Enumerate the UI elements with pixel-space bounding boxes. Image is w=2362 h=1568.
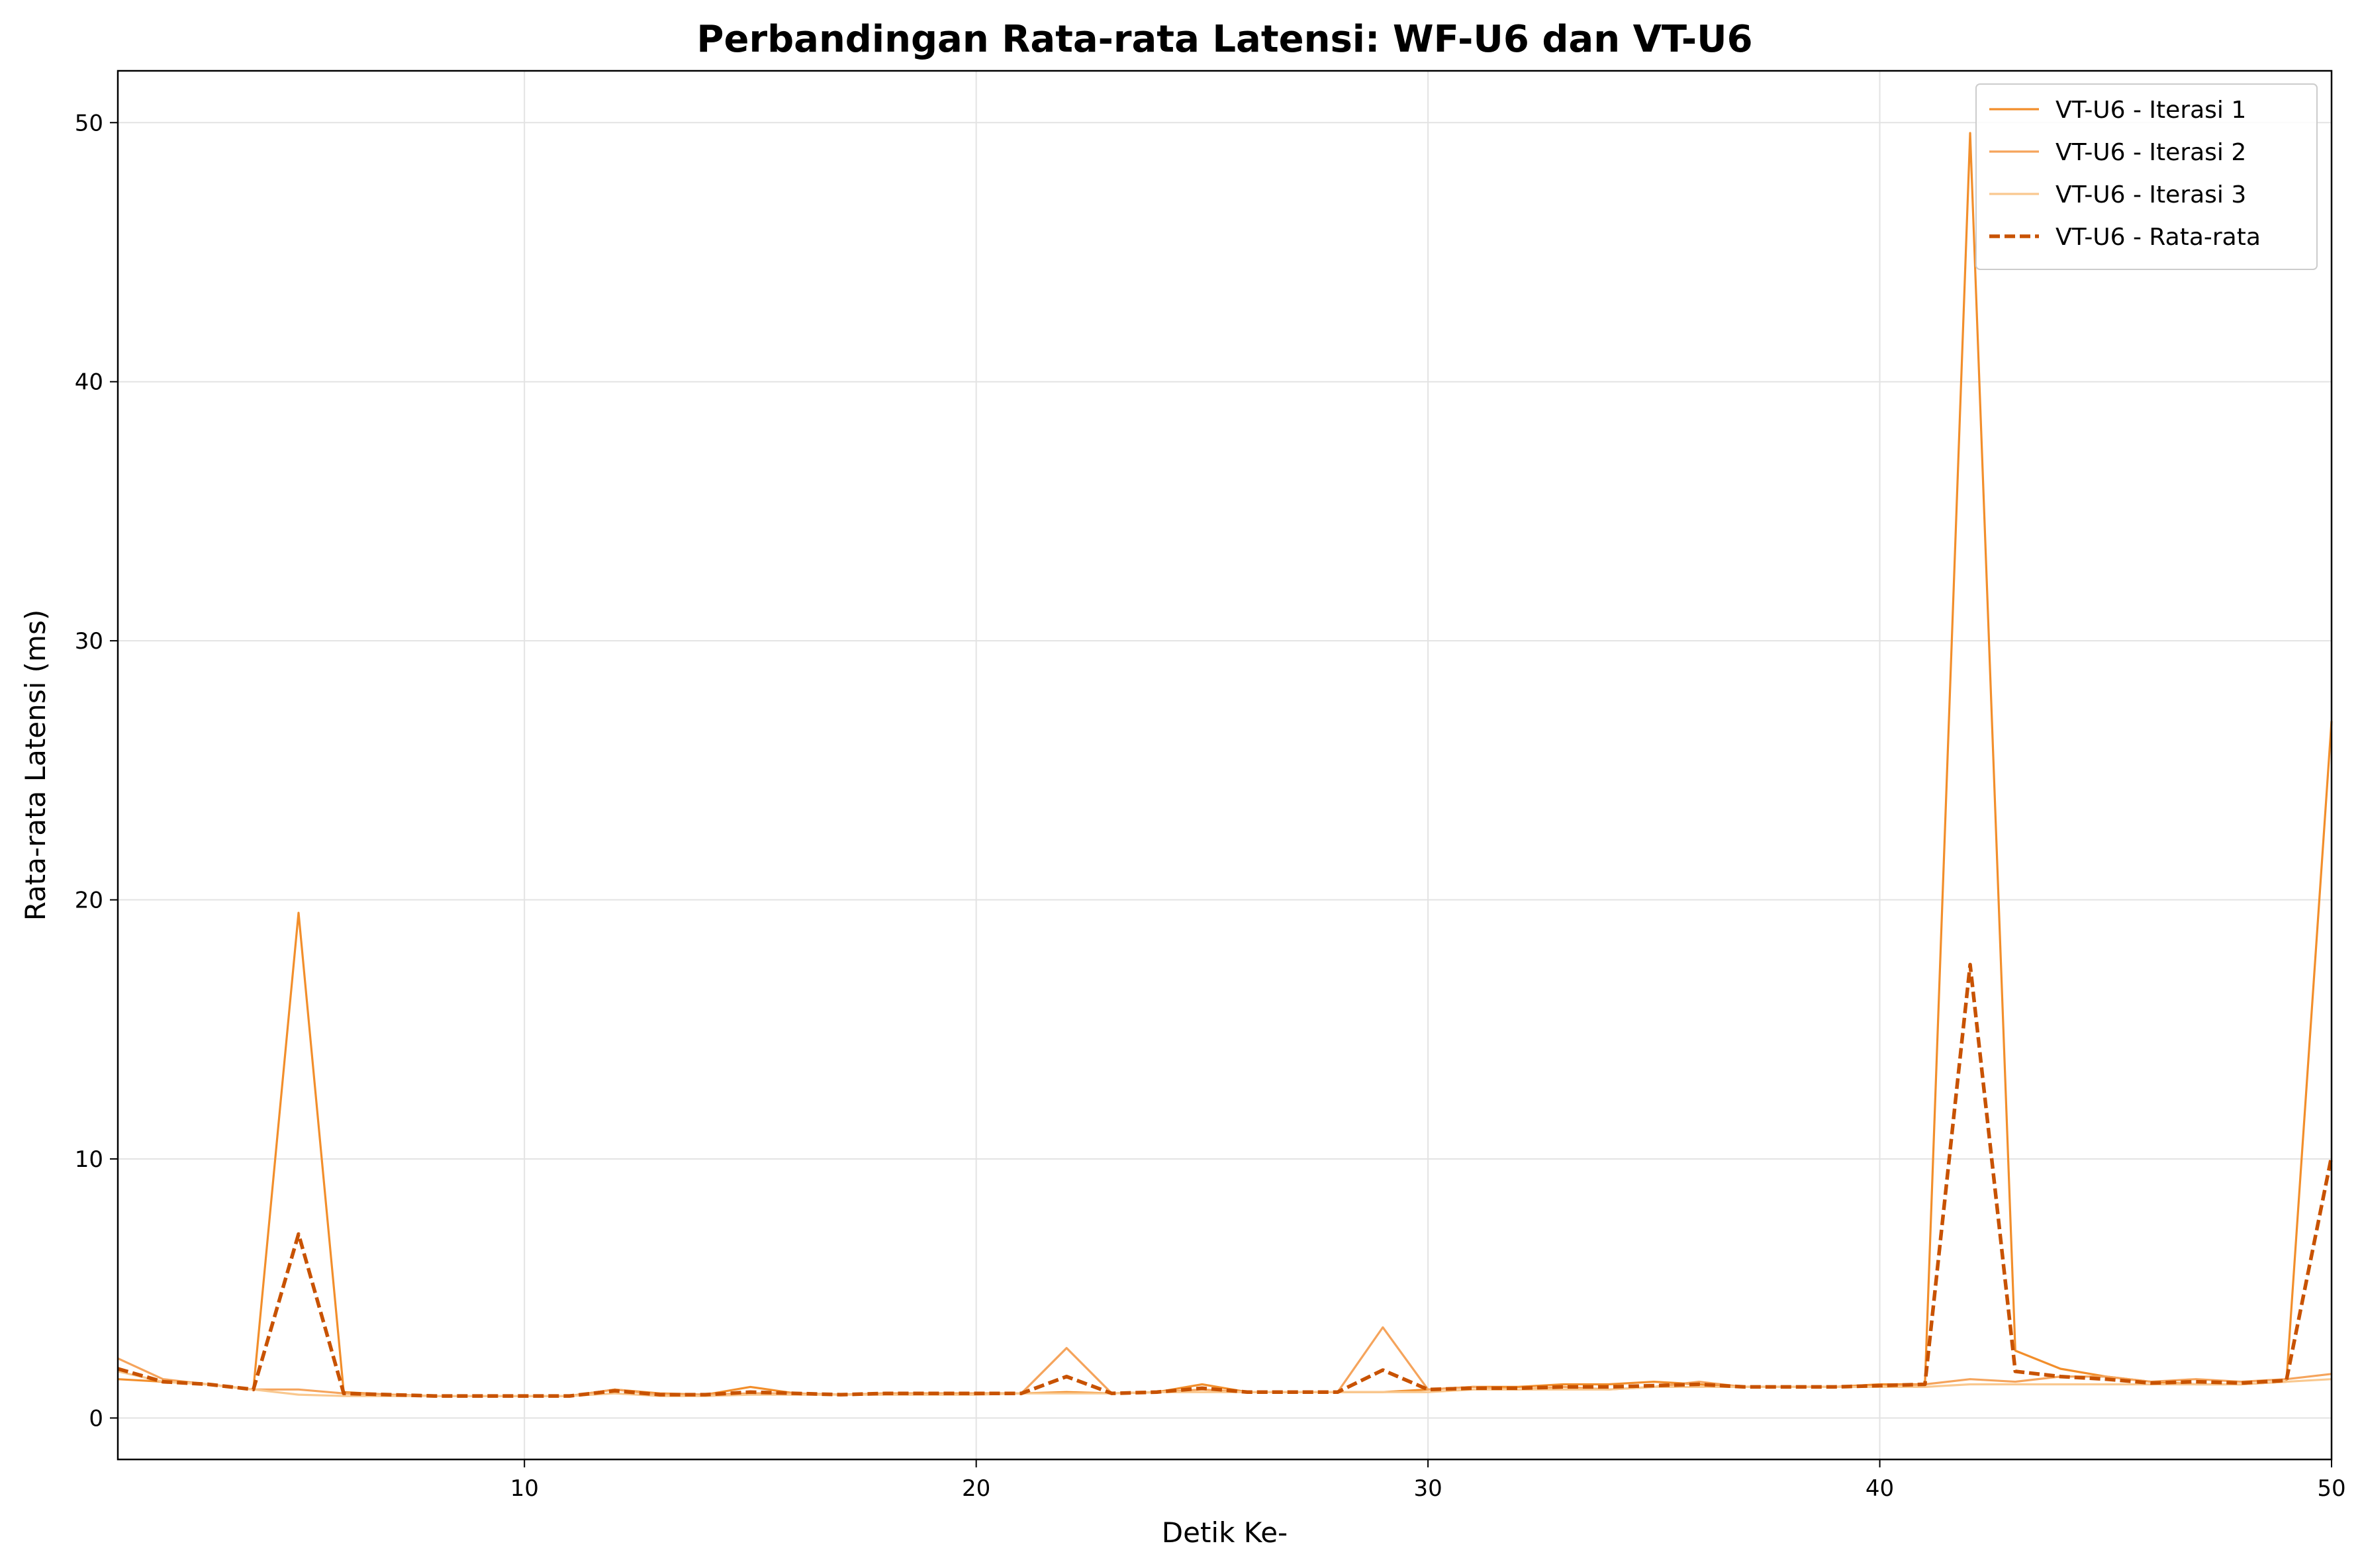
x-tick-label: 30 — [1413, 1475, 1442, 1502]
y-tick-label: 30 — [75, 628, 103, 655]
x-tick-label: 40 — [1866, 1475, 1894, 1502]
y-tick-label: 20 — [75, 888, 103, 914]
legend-label-4: VT-U6 - Rata-rata — [2055, 224, 2261, 251]
axis-ticks: 10 20 30 40 50 0 10 20 30 40 50 — [75, 110, 2346, 1502]
grid — [118, 71, 2332, 1459]
y-tick-label: 50 — [75, 110, 103, 136]
y-tick-label: 10 — [75, 1146, 103, 1173]
legend-label-2: VT-U6 - Iterasi 2 — [2055, 139, 2246, 166]
chart-title: Perbandingan Rata-rata Latensi: WF-U6 da… — [696, 18, 1752, 61]
series-line-3 — [117, 1370, 2332, 1397]
x-tick-label: 10 — [510, 1475, 539, 1502]
y-tick-label: 0 — [89, 1405, 103, 1432]
y-tick-label: 40 — [75, 369, 103, 396]
x-axis-label: Detik Ke- — [1162, 1516, 1288, 1549]
y-axis-label: Rata-rata Latensi (ms) — [19, 610, 52, 921]
legend: VT-U6 - Iterasi 1 VT-U6 - Iterasi 2 VT-U6 … — [1975, 83, 2318, 270]
series-lines — [117, 132, 2334, 1398]
x-tick-label: 20 — [962, 1475, 990, 1502]
legend-label-1: VT-U6 - Iterasi 1 — [2055, 97, 2246, 124]
series-line-4 — [117, 962, 2334, 1398]
legend-label-3: VT-U6 - Iterasi 3 — [2055, 181, 2246, 208]
legend-box — [1975, 83, 2318, 270]
x-tick-label: 50 — [2317, 1475, 2345, 1502]
plot-frame — [117, 69, 2333, 1461]
